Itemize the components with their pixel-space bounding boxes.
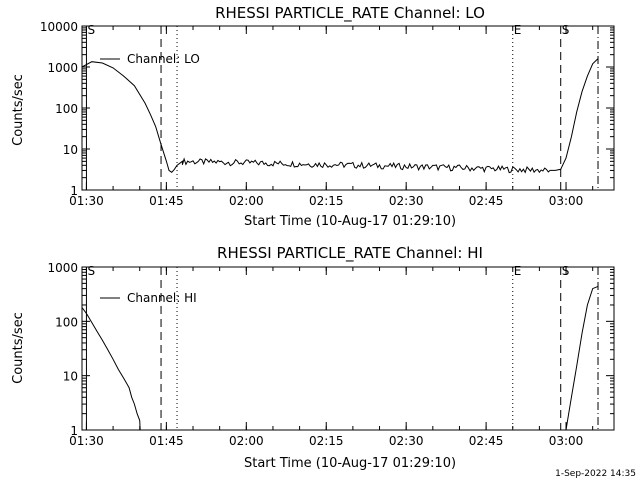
chart2-ytick-label: 100	[55, 315, 78, 329]
chart1-legend-label: Channel: LO	[127, 52, 200, 66]
footer-date-stamp: 1-Sep-2022 14:35	[555, 469, 636, 479]
chart2-xtick-label: 01:45	[149, 434, 184, 448]
chart2-series-line	[81, 285, 599, 431]
chart2-ytick-label: 10	[63, 370, 78, 384]
chart2-xtick-label: 02:30	[389, 434, 424, 448]
chart1-xtick-label: 02:00	[229, 194, 264, 208]
chart2-xtick-label: 02:45	[469, 434, 504, 448]
chart1-xtick-label: 01:30	[69, 194, 104, 208]
chart1-xtick-label: 02:45	[469, 194, 504, 208]
chart1-ytick-label: 1000	[47, 61, 78, 75]
chart1-xtick-label: 02:15	[309, 194, 344, 208]
chart2-marker-label: E	[514, 264, 522, 278]
chart1-plot-frame	[81, 25, 615, 191]
chart2-xtick-label: 02:15	[309, 434, 344, 448]
chart1-marker-label: S	[562, 23, 570, 37]
chart1-marker-label: S	[87, 23, 95, 37]
chart1-ytick-label: 100	[55, 102, 78, 116]
chart2-legend-label: Channel: HI	[127, 291, 197, 305]
chart2-xlabel: Start Time (10-Aug-17 01:29:10)	[244, 456, 456, 471]
chart2-title: RHESSI PARTICLE_RATE Channel: HI	[217, 244, 483, 263]
chart1-series-line	[81, 58, 599, 174]
chart1-marker-label: E	[514, 23, 522, 37]
chart1-ytick-label: 1	[70, 184, 78, 198]
chart1-ytick-label: 10000	[40, 20, 78, 34]
chart1-xtick-label: 03:00	[549, 194, 584, 208]
chart2-marker-label: S	[562, 264, 570, 278]
chart1-title: RHESSI PARTICLE_RATE Channel: LO	[215, 4, 485, 23]
chart2-xtick-label: 01:30	[69, 434, 104, 448]
chart2-ylabel: Counts/sec	[11, 312, 26, 384]
chart1-ylabel: Counts/sec	[11, 74, 26, 146]
chart1-ytick-label: 10	[63, 143, 78, 157]
chart2-ytick-label: 1000	[47, 261, 78, 275]
chart2-xtick-label: 02:00	[229, 434, 264, 448]
chart2-marker-label: S	[87, 264, 95, 278]
chart1-xlabel: Start Time (10-Aug-17 01:29:10)	[244, 214, 456, 229]
chart2-ytick-label: 1	[70, 424, 78, 438]
chart2-xtick-label: 03:00	[549, 434, 584, 448]
chart1-xtick-label: 01:45	[149, 194, 184, 208]
chart1-xtick-label: 02:30	[389, 194, 424, 208]
